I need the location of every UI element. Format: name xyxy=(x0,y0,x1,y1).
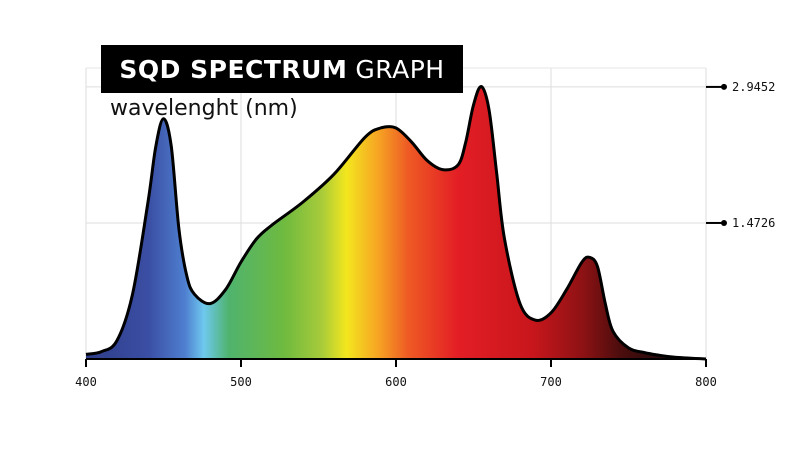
x-axis-label: wavelenght (nm) xyxy=(110,96,298,121)
spectrum-area xyxy=(86,86,706,359)
x-tick-label: 500 xyxy=(230,375,252,389)
x-tick-label: 400 xyxy=(75,375,97,389)
spectrum-outline xyxy=(85,85,707,361)
x-tick-label: 700 xyxy=(540,375,562,389)
y-tick-label: 2.9452 xyxy=(732,80,775,94)
x-tick-label: 800 xyxy=(695,375,717,389)
y-tick-dot xyxy=(721,219,727,226)
y-axis-ticks: 1.4726 2.9452 xyxy=(706,80,775,230)
x-axis-ticks: 400 500 600 700 800 xyxy=(75,359,717,389)
y-tick-label: 1.4726 xyxy=(732,216,775,230)
y-tick-dot xyxy=(721,83,727,90)
chart-title-light: GRAPH xyxy=(355,54,445,84)
x-tick-label: 600 xyxy=(385,375,407,389)
chart-title-bold: SQD SPECTRUM xyxy=(119,54,348,84)
chart-title: SQD SPECTRUM GRAPH xyxy=(101,45,463,93)
